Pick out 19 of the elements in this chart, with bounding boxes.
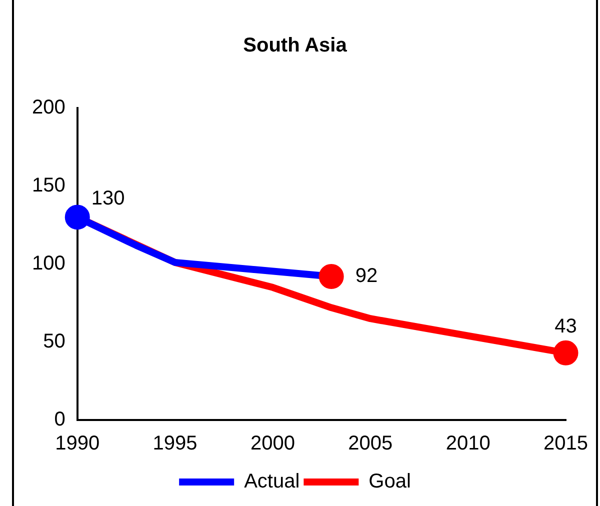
x-tick-label: 2015 [544, 432, 588, 455]
y-tick-label: 50 [43, 330, 66, 353]
y-tick-label: 200 [32, 96, 66, 119]
x-tick-label: 2010 [446, 432, 490, 455]
point [64, 204, 90, 230]
y-tick-label: 0 [54, 408, 66, 431]
legend-label: Actual [244, 470, 300, 493]
y-tick-label: 150 [32, 174, 66, 197]
x-tick-label: 1995 [152, 432, 198, 455]
data-label: 130 [91, 188, 125, 210]
point [553, 340, 578, 366]
x-tick-label: 2000 [250, 432, 295, 455]
y-tick-label: 100 [32, 252, 66, 275]
data-label: 92 [355, 264, 378, 287]
data-label: 43 [554, 315, 577, 338]
x-tick-label: 2005 [348, 432, 393, 455]
chart-title: South Asia [243, 34, 348, 57]
legend-label: Goal [368, 470, 411, 493]
x-tick-label: 1990 [55, 432, 100, 455]
